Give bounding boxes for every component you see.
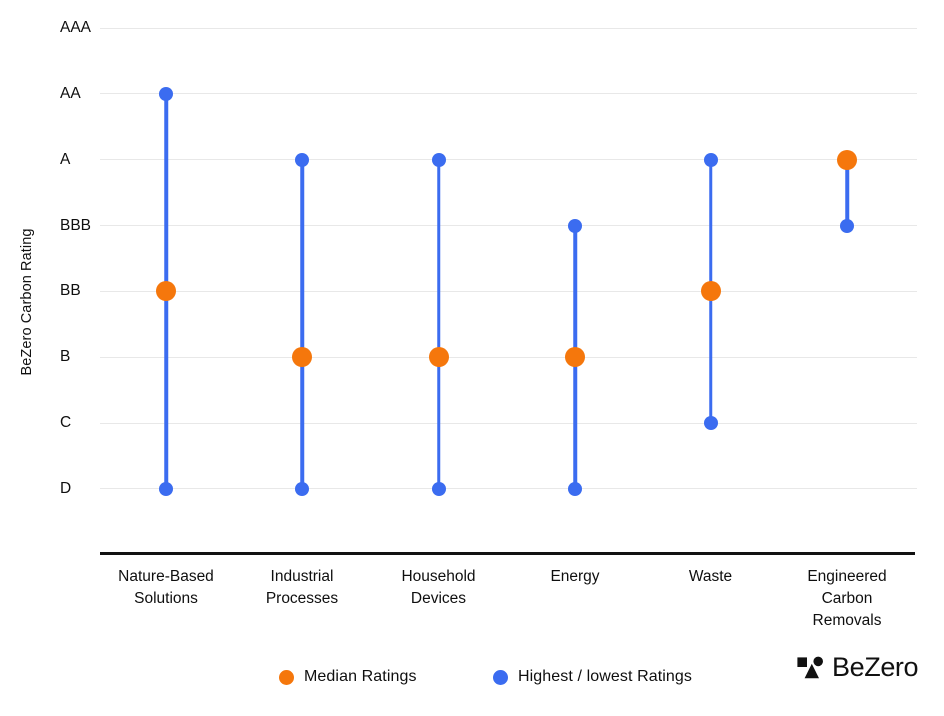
highest-rating-dot: [159, 86, 173, 101]
gridline: [100, 93, 917, 95]
lowest-rating-dot: [431, 481, 446, 496]
y-axis-tick-label: BBB: [60, 216, 92, 234]
bezero-logo-mark-icon: [797, 656, 823, 679]
median-rating-dot: [292, 347, 312, 368]
range-line: [436, 159, 441, 489]
x-axis-category-label: Industrial Processes: [265, 568, 339, 607]
x-axis-line: [100, 552, 915, 555]
range-line: [300, 159, 304, 489]
legend-item-median: Median Ratings: [279, 668, 417, 686]
gridline: [100, 356, 917, 358]
gridline: [100, 225, 917, 227]
y-axis-tick-label: BB: [60, 282, 81, 300]
x-axis-category-label: Engineered Carbon Removals: [807, 568, 887, 629]
highest-rating-dot: [295, 152, 309, 167]
median-legend-dot-icon: [279, 669, 294, 685]
range-legend-dot-icon: [493, 669, 508, 685]
range-line: [845, 159, 849, 226]
gridline: [100, 290, 917, 292]
gridline: [100, 488, 917, 490]
highest-rating-dot: [568, 218, 582, 233]
legend-label-range: Highest / lowest Ratings: [518, 668, 693, 685]
lowest-rating-dot: [295, 481, 309, 496]
median-rating-dot: [837, 149, 857, 170]
lowest-rating-dot: [840, 218, 854, 233]
median-rating-dot: [156, 281, 176, 302]
y-axis-tick-label: AAA: [60, 19, 92, 36]
lowest-rating-dot: [159, 481, 173, 496]
x-axis-category-label: Nature-Based Solutions: [118, 568, 214, 607]
gridline: [100, 159, 917, 161]
y-axis-tick-label: C: [60, 414, 72, 432]
bezero-logo: BeZero: [795, 650, 919, 684]
y-axis-tick-label: A: [60, 150, 71, 168]
median-rating-dot: [428, 347, 449, 368]
legend-item-range: Highest / lowest Ratings: [493, 668, 692, 686]
median-rating-dot: [700, 281, 721, 302]
y-axis-title: BeZero Carbon Rating: [19, 228, 35, 376]
y-axis-tick-label: D: [60, 479, 72, 497]
x-axis-category-label: Household Devices: [401, 568, 476, 607]
x-axis-category-label: Energy: [550, 568, 600, 585]
lowest-rating-dot: [568, 481, 582, 496]
bezero-logo-text: BeZero: [832, 651, 919, 682]
y-axis-tick-label: AA: [60, 84, 81, 102]
lowest-rating-dot: [703, 416, 718, 431]
y-axis-tick-label: B: [60, 348, 71, 366]
x-axis-category-label: Waste: [688, 568, 733, 585]
highest-rating-dot: [703, 152, 718, 167]
highest-rating-dot: [431, 152, 446, 167]
gridline: [100, 422, 917, 424]
gridline: [100, 27, 917, 29]
median-rating-dot: [565, 347, 585, 368]
legend-label-median: Median Ratings: [304, 668, 417, 685]
